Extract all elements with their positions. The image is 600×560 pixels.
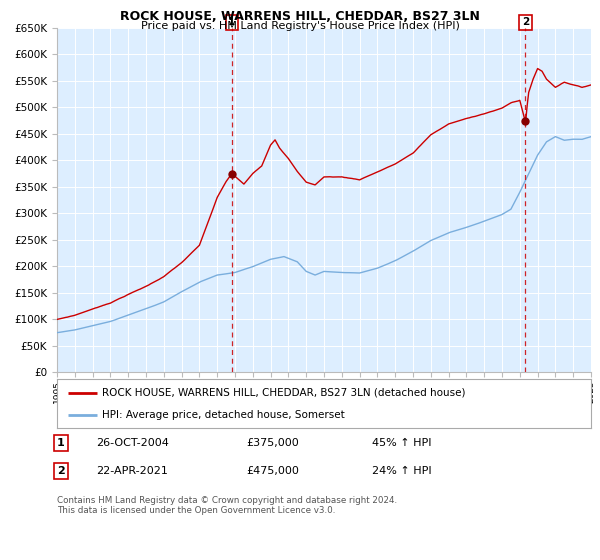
- Text: HPI: Average price, detached house, Somerset: HPI: Average price, detached house, Some…: [103, 409, 345, 419]
- Text: 2: 2: [521, 17, 529, 27]
- Text: 26-OCT-2004: 26-OCT-2004: [96, 438, 169, 448]
- Text: 1: 1: [57, 438, 65, 448]
- Text: 22-APR-2021: 22-APR-2021: [96, 466, 168, 476]
- Text: £375,000: £375,000: [246, 438, 299, 448]
- Text: 1: 1: [228, 17, 235, 27]
- Text: Price paid vs. HM Land Registry's House Price Index (HPI): Price paid vs. HM Land Registry's House …: [140, 21, 460, 31]
- Text: £475,000: £475,000: [246, 466, 299, 476]
- Text: 2: 2: [57, 466, 65, 476]
- Text: ROCK HOUSE, WARRENS HILL, CHEDDAR, BS27 3LN: ROCK HOUSE, WARRENS HILL, CHEDDAR, BS27 …: [120, 10, 480, 23]
- Text: 45% ↑ HPI: 45% ↑ HPI: [372, 438, 431, 448]
- Text: 24% ↑ HPI: 24% ↑ HPI: [372, 466, 431, 476]
- Text: ROCK HOUSE, WARRENS HILL, CHEDDAR, BS27 3LN (detached house): ROCK HOUSE, WARRENS HILL, CHEDDAR, BS27 …: [103, 388, 466, 398]
- Text: Contains HM Land Registry data © Crown copyright and database right 2024.
This d: Contains HM Land Registry data © Crown c…: [57, 496, 397, 515]
